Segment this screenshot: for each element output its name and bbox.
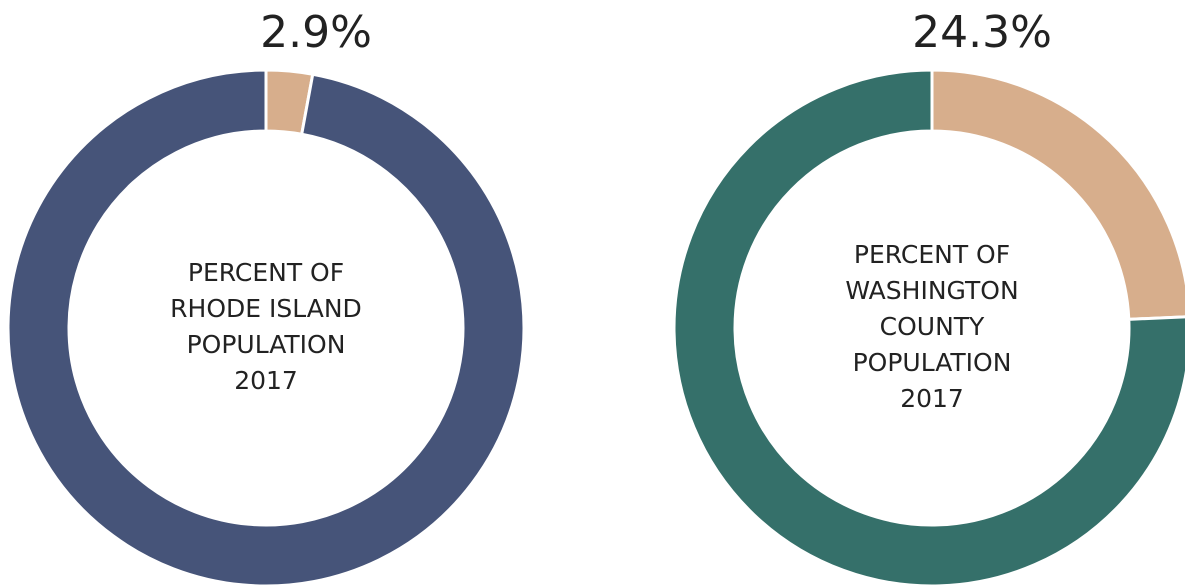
center-label: PERCENT OF: [854, 240, 1010, 269]
value-label: 24.3%: [912, 7, 1052, 58]
donut-slice: [930, 68, 1185, 321]
donut-slice: [672, 68, 1185, 586]
center-label: 2017: [234, 366, 298, 395]
center-label: 2017: [900, 384, 964, 413]
center-label: WASHINGTON: [845, 276, 1018, 305]
center-label: PERCENT OF: [188, 258, 344, 287]
center-label: RHODE ISLAND: [170, 294, 362, 323]
center-label: POPULATION: [187, 330, 346, 359]
center-label: POPULATION: [853, 348, 1012, 377]
center-label: COUNTY: [880, 312, 985, 341]
donut-slice: [6, 68, 526, 586]
value-label: 2.9%: [260, 7, 372, 58]
